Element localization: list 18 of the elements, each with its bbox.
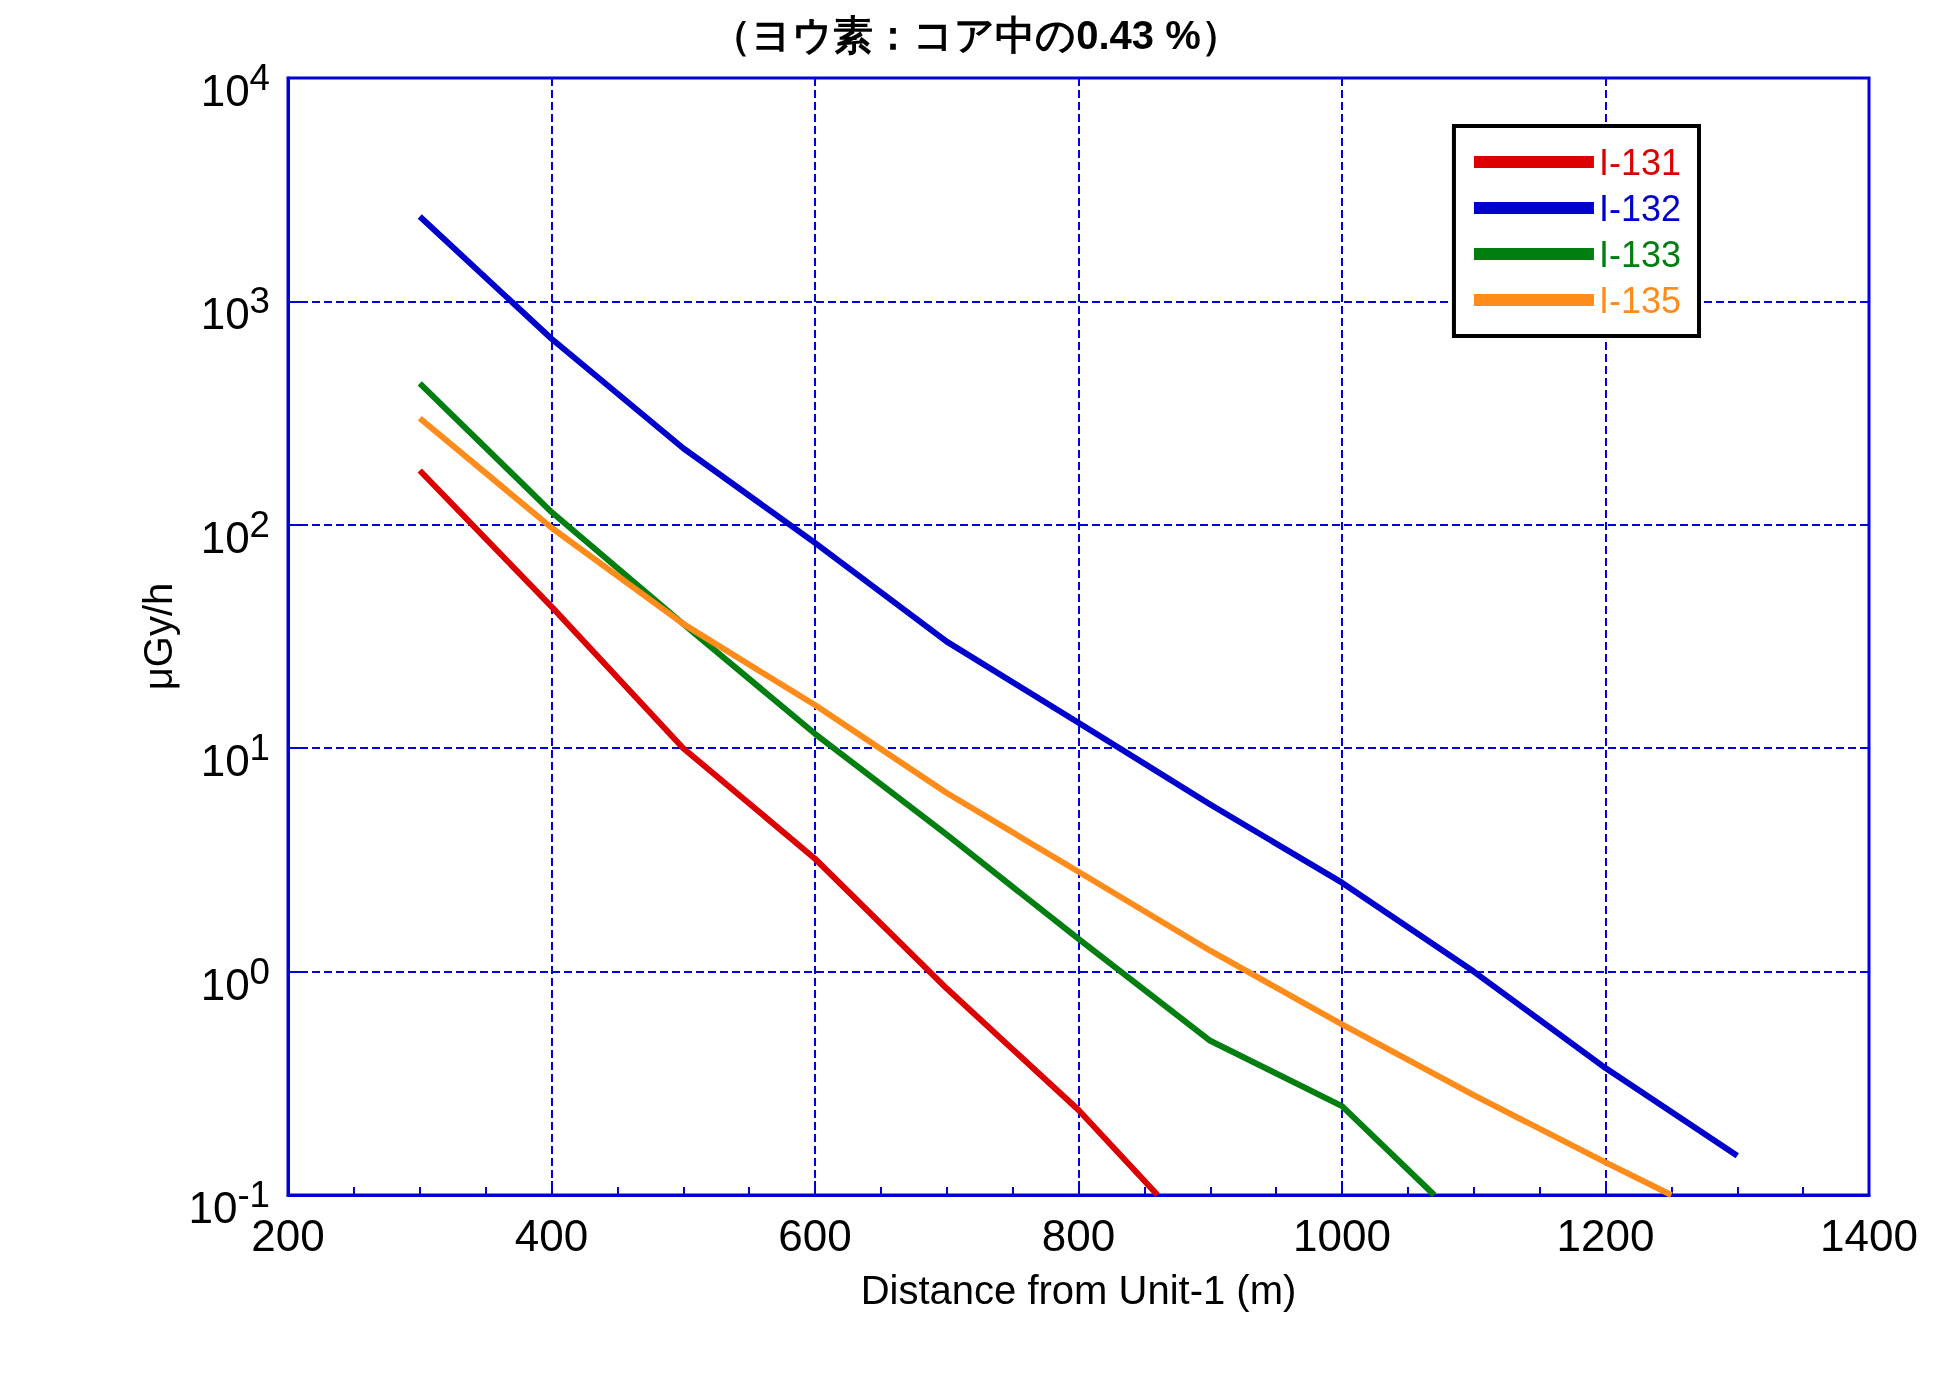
y-tick-label: 10$^{3}$ <box>200 279 270 341</box>
x-tick-label: 1400 <box>1820 1210 1918 1260</box>
x-tick-label: 400 <box>514 1210 589 1260</box>
x-tick-label: 800 <box>1041 1210 1116 1260</box>
x-tick-label: 1200 <box>1556 1210 1655 1260</box>
x-axis-title: Distance from Unit-1 (m) <box>860 1268 1297 1312</box>
y-tick-label: 10$^{1}$ <box>200 726 270 787</box>
legend-label: I-131 <box>1598 141 1682 183</box>
legend-label: I-135 <box>1598 279 1682 321</box>
y-tick-label: 10$^{0}$ <box>200 949 270 1011</box>
chart-title: （ヨウ素：コア中の0.43 %） <box>711 13 1241 57</box>
y-axis-title: μGy/h <box>136 582 180 691</box>
legend-label: I-132 <box>1598 187 1682 229</box>
y-tick-label: 10$^{4}$ <box>200 56 270 117</box>
x-tick-label: 1000 <box>1293 1210 1391 1260</box>
legend-label: I-133 <box>1598 233 1682 275</box>
x-tick-label: 600 <box>778 1210 852 1260</box>
y-tick-label: 10$^{2}$ <box>200 502 270 564</box>
